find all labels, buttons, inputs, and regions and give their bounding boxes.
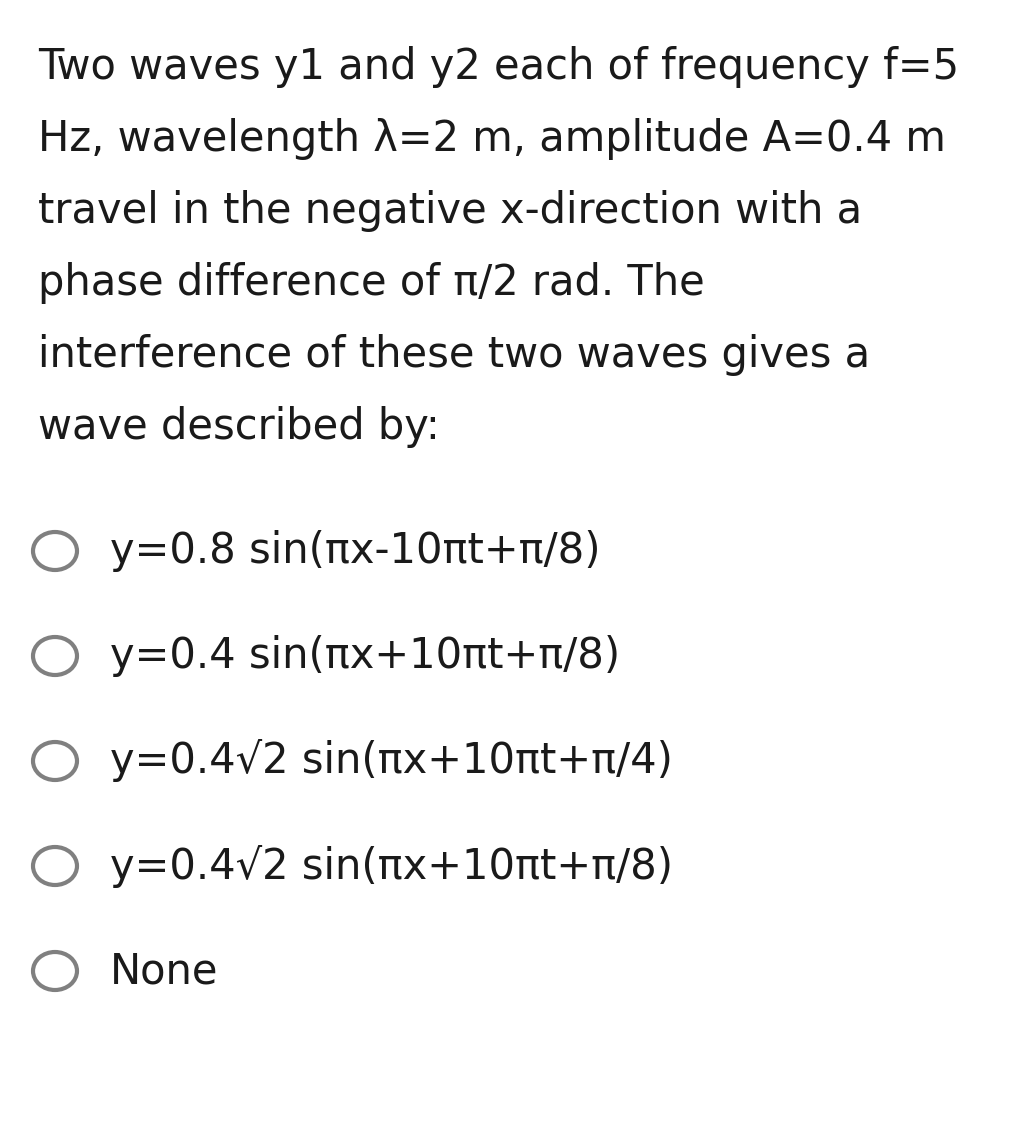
Text: None: None <box>110 950 218 992</box>
Text: y=0.4√2 sin(πx+10πt+π/8): y=0.4√2 sin(πx+10πt+π/8) <box>110 844 673 887</box>
Text: interference of these two waves gives a: interference of these two waves gives a <box>38 334 871 376</box>
Text: y=0.4 sin(πx+10πt+π/8): y=0.4 sin(πx+10πt+π/8) <box>110 635 620 677</box>
Text: travel in the negative x-direction with a: travel in the negative x-direction with … <box>38 190 862 232</box>
Text: Two waves y1 and y2 each of frequency f=5: Two waves y1 and y2 each of frequency f=… <box>38 45 960 87</box>
Text: y=0.8 sin(πx-10πt+π/8): y=0.8 sin(πx-10πt+π/8) <box>110 531 601 573</box>
Text: y=0.4√2 sin(πx+10πt+π/4): y=0.4√2 sin(πx+10πt+π/4) <box>110 740 673 783</box>
Text: phase difference of π/2 rad. The: phase difference of π/2 rad. The <box>38 262 705 304</box>
Text: Hz, wavelength λ=2 m, amplitude A=0.4 m: Hz, wavelength λ=2 m, amplitude A=0.4 m <box>38 118 946 160</box>
Text: wave described by:: wave described by: <box>38 406 439 448</box>
